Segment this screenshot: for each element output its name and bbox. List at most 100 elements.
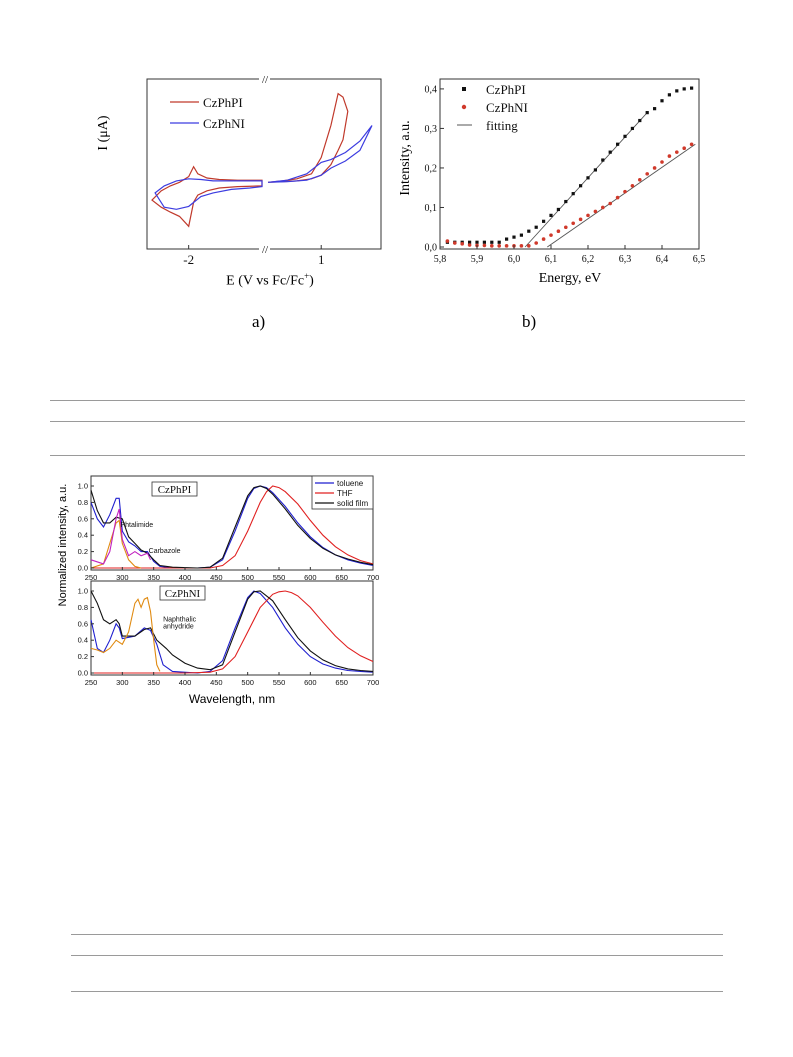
pesa-point-czphni — [527, 244, 531, 248]
pesa-point-czphpi — [653, 107, 657, 111]
pesa-point-czphni — [601, 205, 605, 210]
pesa-y-tick-label-3: 0,3 — [425, 124, 438, 135]
table-rule-6 — [71, 991, 723, 992]
spectra-top-x-tick-label-2: 350 — [147, 573, 160, 582]
pesa-point-czphni — [593, 209, 598, 214]
pesa-point-czphni — [578, 217, 583, 222]
spectra-bottom-y-tick-label-1: 0.2 — [78, 652, 88, 661]
pesa-x-tick-label-7: 6,5 — [693, 254, 706, 265]
spectra-bottom-x-tick-label-3: 400 — [179, 678, 192, 687]
spectra-bottom-x-tick-label-1: 300 — [116, 678, 129, 687]
spectra-bottom-y-tick-label-2: 0.4 — [78, 636, 88, 645]
spectra-bottom-curve-reference-3 — [90, 596, 161, 672]
pesa-point-czphni — [445, 239, 450, 243]
spectra-bottom-x-tick-label-6: 550 — [273, 678, 286, 687]
spectra-top-frame — [90, 475, 374, 571]
spectra-legend-label-solid-film: solid film — [337, 499, 368, 508]
cv-x-tick-label-1: 1 — [318, 252, 325, 267]
pesa-point-czphpi — [667, 93, 671, 97]
spectra-legend-label-THF: THF — [337, 489, 353, 498]
spectra-bottom-x-tick-label-0: 250 — [85, 678, 98, 687]
pesa-point-czphpi — [519, 233, 523, 237]
pesa-point-czphpi — [556, 207, 560, 212]
pesa-legend-label-fitting: fitting — [486, 118, 518, 133]
pesa-point-czphpi — [453, 240, 457, 244]
cv-x-axis-label: E (V vs Fc/Fc+) — [185, 271, 355, 290]
pesa-point-czphpi — [468, 240, 472, 244]
spectra-bottom-annotation-1: anhydride — [163, 624, 194, 631]
spectra-bottom-curve-THF — [91, 590, 374, 674]
spectra-top-annotation-0: Phtalimide — [120, 522, 153, 529]
pesa-point-czphni — [453, 241, 457, 245]
spectra-top-y-tick-label-4: 0.8 — [78, 498, 88, 507]
pesa-point-czphni — [549, 233, 553, 237]
pesa-point-czphni — [475, 243, 479, 248]
spectra-legend-label-toluene: toluene — [337, 479, 364, 488]
pesa-point-czphpi — [608, 150, 612, 154]
pesa-point-czphni — [512, 244, 516, 248]
spectra-bottom-y-tick-label-4: 0.8 — [78, 603, 88, 612]
pesa-point-czphpi — [660, 99, 664, 103]
pesa-point-czphni — [682, 146, 686, 150]
spectra-top-x-tick-label-1: 300 — [116, 573, 129, 582]
spectra-y-axis-label: Normalized intensity, a.u. — [57, 483, 69, 607]
pesa-legend-label-czphni: CzPhNI — [486, 100, 528, 115]
pesa-point-czphni — [630, 183, 635, 188]
pesa-point-czphni — [638, 178, 642, 182]
pesa-x-axis-label: Energy, eV — [538, 271, 602, 286]
pesa-point-czphni — [460, 242, 465, 246]
spectra-top-curve-toluene — [90, 485, 374, 569]
spectra-top-panel-label: CzPhPI — [158, 484, 192, 496]
pesa-point-czphni — [675, 150, 679, 154]
pesa-point-czphni — [497, 244, 502, 248]
spectra-bottom-x-tick-label-2: 350 — [147, 678, 160, 687]
spectra-top-y-tick-label-2: 0.4 — [78, 531, 88, 540]
spectra-bottom-x-tick-label-9: 700 — [367, 678, 380, 687]
pesa-point-czphpi — [571, 192, 575, 196]
spectra-bottom-curve-toluene — [90, 590, 374, 674]
pesa-point-czphpi — [549, 213, 553, 217]
pesa-point-czphni — [504, 244, 509, 248]
pesa-point-czphni — [534, 241, 538, 245]
spectra-bottom-panel-label-box — [159, 585, 206, 601]
spectra-top-curve-solid-film — [90, 485, 374, 569]
pesa-point-czphni — [667, 154, 672, 158]
spectra-top-x-tick-label-8: 650 — [335, 573, 348, 582]
cv-x-tick-label-0: -2 — [183, 252, 194, 267]
table-rule-3 — [50, 455, 745, 456]
pesa-point-czphpi — [475, 240, 479, 244]
cv-legend-label-czphpi: CzPhPI — [203, 95, 243, 110]
pesa-legend-label-czphpi: CzPhPI — [486, 82, 526, 97]
pesa-x-tick-label-5: 6,3 — [619, 254, 632, 265]
pesa-legend-marker-czphpi — [462, 87, 466, 91]
spectra-top-x-tick-label-3: 400 — [179, 573, 192, 582]
pesa-point-czphpi — [542, 219, 546, 223]
pesa-x-tick-label-2: 6,0 — [508, 254, 521, 265]
pesa-point-czphpi — [564, 199, 568, 204]
spectra-bottom-x-tick-label-4: 450 — [210, 678, 223, 687]
pesa-point-czphpi — [682, 87, 686, 91]
pesa-y-tick-label-4: 0,4 — [425, 84, 438, 95]
cv-axis-break-top: // — [262, 74, 269, 86]
pesa-x-tick-label-3: 6,1 — [545, 254, 558, 265]
spectra-bottom-y-tick-label-0: 0.0 — [78, 669, 88, 678]
cv-break-top-gap — [259, 74, 270, 84]
cv-x-axis-label-sup: + — [304, 271, 310, 281]
spectra-bottom-y-tick-label-3: 0.6 — [78, 619, 88, 628]
pesa-point-czphpi — [586, 176, 590, 180]
spectra-bottom-y-tick-label-5: 1.0 — [78, 587, 88, 596]
spectra-bottom-frame — [90, 580, 374, 676]
pesa-point-czphpi — [512, 235, 516, 239]
pesa-x-tick-label-1: 5,9 — [471, 254, 484, 265]
pesa-y-tick-label-0: 0,0 — [425, 243, 438, 254]
pesa-point-czphpi — [623, 134, 627, 138]
pesa-point-czphpi — [505, 237, 509, 241]
pesa-point-czphni — [586, 213, 590, 218]
pesa-point-czphpi — [579, 184, 583, 188]
cv-curve-czphni-cathodic — [154, 178, 263, 210]
pesa-point-czphpi — [601, 158, 605, 162]
spectra-top-y-tick-label-1: 0.2 — [78, 547, 88, 556]
panel-label-a: a) — [252, 312, 266, 331]
table-rule-4 — [71, 934, 723, 935]
